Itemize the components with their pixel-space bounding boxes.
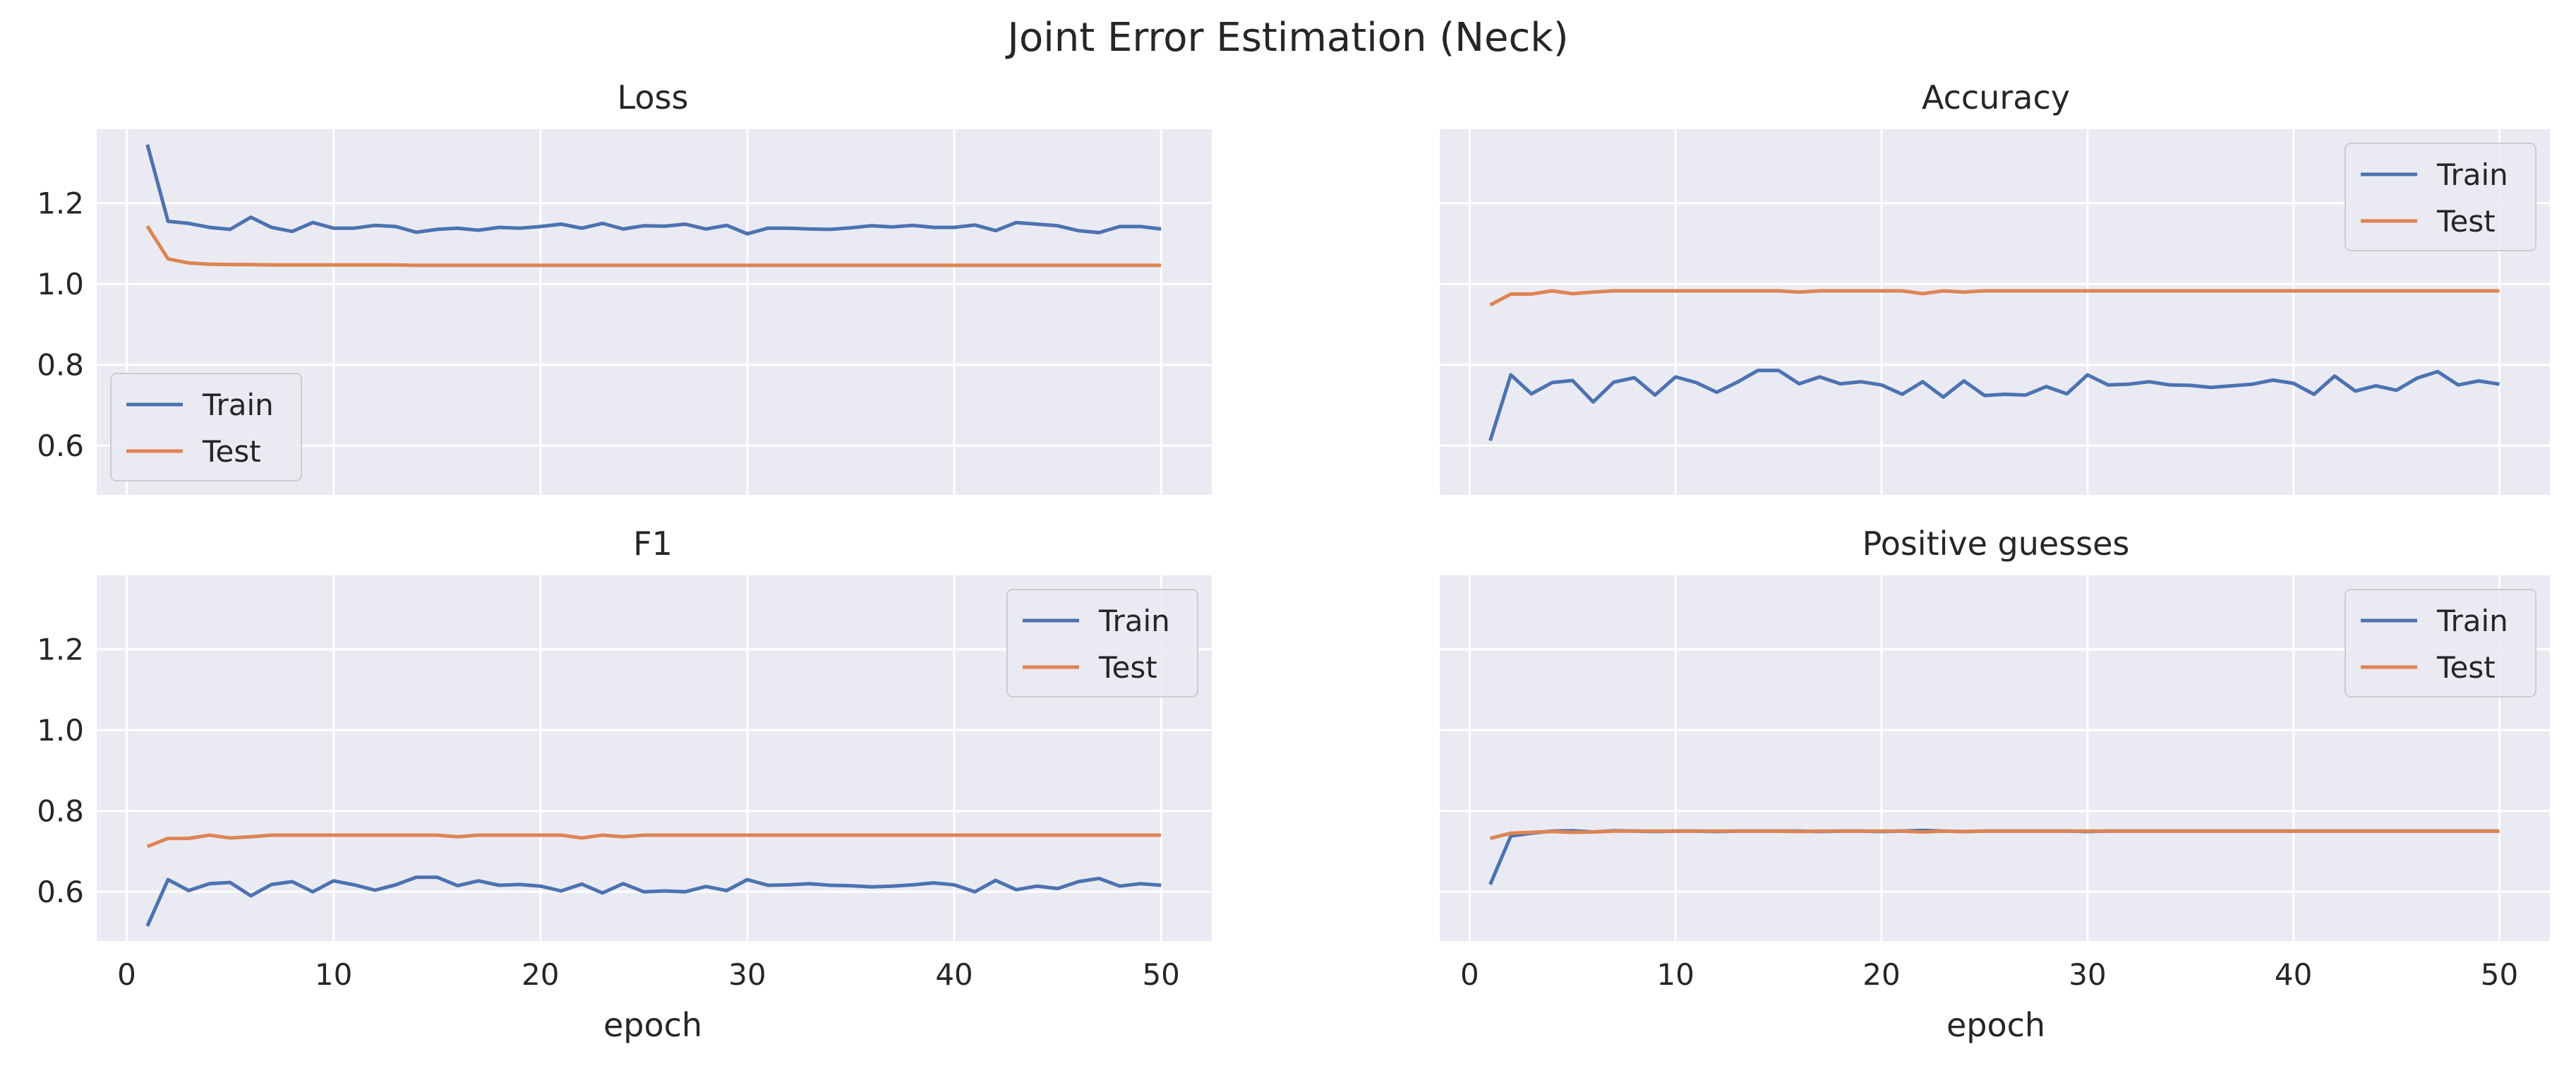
f1-x-tick-label: 0 (117, 957, 136, 992)
figure-title: Joint Error Estimation (Neck) (1005, 15, 1568, 61)
positive-guesses-x-tick-label: 50 (2481, 957, 2518, 992)
x-axis-label-left: epoch (603, 1006, 702, 1044)
loss-y-tick-label: 1.2 (37, 186, 84, 221)
f1-test-line (146, 833, 1162, 849)
f1-y-tick-label: 0.6 (37, 875, 84, 909)
loss-panel-title: Loss (618, 78, 689, 116)
f1-y-tick-label: 1.0 (37, 713, 84, 748)
f1-x-tick-label: 40 (935, 957, 973, 992)
loss-y-tick-label: 0.6 (37, 429, 84, 463)
f1-x-tick-label: 10 (315, 957, 352, 992)
loss-panel: Loss 0.6 0.8 1.0 1.2 Train Test (37, 78, 1212, 495)
f1-legend: Train Test (1006, 589, 1198, 697)
f1-x-tick-label: 20 (522, 957, 559, 992)
accuracy-panel: Accuracy Train Test (1440, 78, 2550, 495)
loss-legend-test-label: Test (202, 434, 261, 469)
accuracy-legend-train-label: Train (2436, 157, 2508, 192)
accuracy-legend: Train Test (2345, 143, 2536, 251)
f1-legend-frame (1006, 589, 1198, 697)
loss-legend-train-label: Train (202, 388, 274, 422)
f1-legend-test-label: Test (1098, 650, 1157, 685)
positive-guesses-legend: Train Test (2345, 589, 2536, 697)
accuracy-test-line (1489, 289, 2500, 307)
f1-legend-train-label: Train (1098, 604, 1170, 638)
f1-x-tick-label: 50 (1142, 957, 1179, 992)
f1-y-tick-label: 0.8 (37, 794, 84, 829)
positive-guesses-x-tick-label: 40 (2275, 957, 2312, 992)
positive-guesses-legend-train-label: Train (2436, 604, 2508, 638)
accuracy-train-line (1488, 369, 2500, 442)
f1-panel-title: F1 (633, 525, 673, 563)
loss-legend-frame (110, 373, 302, 481)
loss-legend: Train Test (110, 373, 302, 481)
positive-guesses-x-tick-label: 0 (1460, 957, 1479, 992)
f1-x-tick-label: 30 (728, 957, 766, 992)
f1-panel: F1 0.6 0.8 1.0 1.2 0 10 20 30 40 50 Train Test (37, 525, 1212, 992)
f1-train-line (145, 875, 1162, 927)
positive-guesses-x-tick-label: 10 (1656, 957, 1694, 992)
loss-train-line (145, 144, 1162, 236)
accuracy-panel-title: Accuracy (1922, 78, 2070, 116)
positive-guesses-panel-title: Positive guesses (1862, 525, 2130, 563)
positive-guesses-legend-test-label: Test (2436, 650, 2496, 685)
positive-guesses-panel: Positive guesses 0 10 20 30 40 50 Train Test (1440, 525, 2550, 992)
loss-y-tick-label: 1.0 (37, 267, 84, 301)
accuracy-legend-frame (2345, 143, 2536, 251)
positive-guesses-legend-frame (2345, 589, 2536, 697)
positive-guesses-x-tick-label: 30 (2069, 957, 2106, 992)
accuracy-legend-test-label: Test (2436, 204, 2496, 239)
f1-y-tick-label: 1.2 (37, 633, 84, 667)
loss-test-line (145, 225, 1162, 268)
loss-y-tick-label: 0.8 (37, 348, 84, 383)
positive-guesses-test-line (1489, 829, 2500, 841)
positive-guesses-x-tick-label: 20 (1862, 957, 1900, 992)
x-axis-label-right: epoch (1946, 1006, 2045, 1044)
